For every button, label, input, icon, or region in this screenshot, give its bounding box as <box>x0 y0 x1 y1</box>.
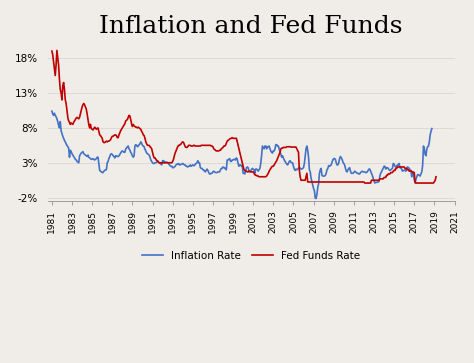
Fed Funds Rate <box>222 144 228 148</box>
Inflation Rate <box>312 196 318 201</box>
Title: Inflation and Fed Funds: Inflation and Fed Funds <box>100 15 403 38</box>
Line: Inflation Rate: Inflation Rate <box>52 111 432 199</box>
Inflation Rate <box>281 156 286 160</box>
Fed Funds Rate <box>54 48 60 53</box>
Fed Funds Rate <box>352 180 357 184</box>
Fed Funds Rate <box>49 49 55 53</box>
Fed Funds Rate <box>433 175 439 179</box>
Line: Fed Funds Rate: Fed Funds Rate <box>52 50 436 183</box>
Fed Funds Rate <box>329 180 335 184</box>
Inflation Rate <box>330 158 336 162</box>
Fed Funds Rate <box>362 181 368 185</box>
Fed Funds Rate <box>381 175 387 180</box>
Inflation Rate <box>49 109 55 113</box>
Fed Funds Rate <box>114 135 120 140</box>
Inflation Rate <box>429 126 435 131</box>
Inflation Rate <box>297 166 303 171</box>
Inflation Rate <box>180 161 186 166</box>
Legend: Inflation Rate, Fed Funds Rate: Inflation Rate, Fed Funds Rate <box>138 247 364 265</box>
Inflation Rate <box>371 179 377 183</box>
Inflation Rate <box>301 161 307 166</box>
Fed Funds Rate <box>396 165 402 169</box>
